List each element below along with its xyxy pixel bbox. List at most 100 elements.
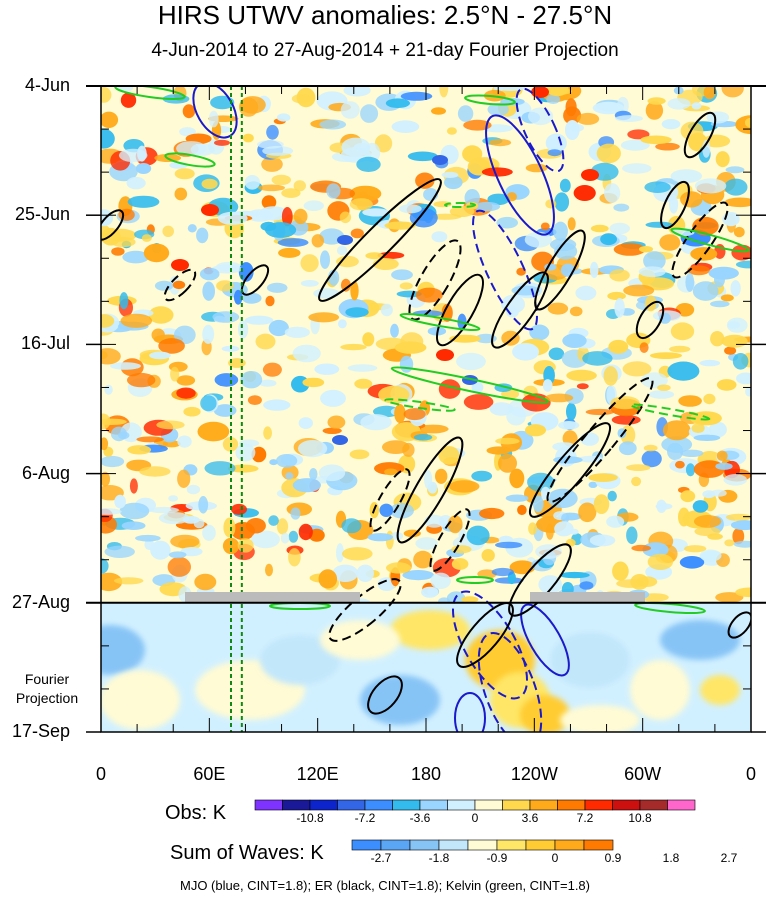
anomaly-cell — [182, 104, 196, 119]
anomaly-cell — [547, 149, 562, 157]
projection-label-line-1: Fourier — [24, 671, 70, 687]
anomaly-cell — [356, 564, 374, 582]
anomaly-cell — [506, 407, 526, 426]
anomaly-cell — [614, 298, 625, 318]
anomaly-cell — [588, 473, 618, 482]
anomaly-min — [332, 435, 348, 445]
anomaly-max — [201, 204, 219, 216]
anomaly-cell — [622, 163, 652, 174]
projection-cell — [360, 675, 440, 725]
anomaly-cell — [661, 119, 681, 130]
obs-colorbar-tick-label: 0 — [471, 811, 479, 825]
anomaly-cell — [463, 119, 492, 131]
anomaly-max — [581, 169, 599, 181]
waves-colorbar-tick-label: -1.8 — [428, 851, 450, 865]
anomaly-cell — [545, 199, 557, 209]
projection-cell — [320, 620, 400, 660]
anomaly-cell — [726, 317, 748, 333]
anomaly-cell — [498, 535, 513, 544]
anomaly-cell — [204, 461, 236, 476]
anomaly-max — [436, 349, 454, 361]
anomaly-cell — [435, 468, 448, 484]
mjo-contour — [454, 692, 486, 732]
anomaly-cell — [120, 92, 137, 108]
anomaly-cell — [384, 221, 416, 230]
anomaly-cell — [487, 193, 510, 205]
anomaly-cell — [562, 333, 587, 348]
anomaly-cell — [708, 266, 739, 280]
anomaly-cell — [631, 476, 642, 487]
anomaly-cell — [271, 174, 291, 186]
anomaly-cell — [409, 208, 438, 228]
x-tick-label: 60W — [624, 764, 662, 784]
anomaly-cell — [570, 124, 584, 132]
mjo-contour — [520, 603, 570, 677]
anomaly-cell — [662, 420, 691, 441]
anomaly-cell — [183, 406, 201, 417]
anomaly-cell — [645, 221, 674, 228]
anomaly-cell — [216, 280, 234, 292]
anomaly-cell — [735, 260, 751, 269]
anomaly-cell — [110, 362, 141, 370]
anomaly-cell — [596, 143, 621, 164]
anomaly-cell — [687, 265, 710, 276]
waves-colorbar-tick-label: -2.7 — [370, 851, 392, 865]
anomaly-cell — [332, 564, 359, 582]
anomaly-cell — [231, 503, 247, 515]
anomaly-cell — [110, 426, 127, 442]
er-contour — [508, 543, 572, 617]
anomaly-cell — [237, 538, 254, 553]
anomaly-cell — [233, 289, 243, 305]
anomaly-cell — [707, 533, 723, 540]
projection-cell — [101, 625, 145, 675]
anomaly-cell — [458, 529, 467, 540]
anomaly-cell — [685, 463, 696, 477]
anomaly-cell — [114, 577, 144, 585]
anomaly-cell — [394, 404, 406, 423]
anomaly-cell — [585, 408, 615, 416]
kelvin-contour — [384, 398, 456, 412]
mjo-contour — [515, 87, 565, 173]
anomaly-cell — [449, 206, 475, 217]
anomaly-cell — [670, 322, 695, 341]
anomaly-cell — [565, 98, 577, 117]
anomaly-cell — [592, 101, 624, 115]
anomaly-cell — [360, 414, 392, 431]
anomaly-cell — [643, 444, 658, 452]
anomaly-cell — [546, 86, 569, 97]
anomaly-cell — [391, 269, 413, 281]
anomaly-cell — [149, 351, 171, 360]
anomaly-cell — [174, 187, 188, 201]
er-contour — [429, 508, 471, 572]
anomaly-cell — [643, 251, 666, 271]
anomaly-cell — [644, 181, 671, 193]
anomaly-min — [337, 235, 353, 245]
anomaly-cell — [222, 537, 240, 555]
anomaly-cell — [139, 466, 171, 477]
anomaly-cell — [275, 454, 298, 468]
anomaly-cell — [382, 440, 410, 454]
anomaly-cell — [618, 441, 637, 456]
anomaly-cell — [641, 450, 662, 468]
anomaly-cell — [227, 464, 259, 473]
er-contour — [101, 209, 125, 241]
anomaly-cell — [489, 139, 512, 147]
mjo-contour — [477, 631, 543, 732]
anomaly-cell — [259, 379, 277, 387]
anomaly-cell — [177, 469, 191, 488]
anomaly-cell — [724, 346, 737, 355]
anomaly-cell — [261, 156, 283, 172]
y-tick-label: 25-Jun — [14, 204, 70, 225]
anomaly-cell — [269, 459, 278, 466]
er-contour — [683, 111, 717, 159]
anomaly-cell — [402, 570, 435, 581]
anomaly-cell — [386, 562, 411, 574]
anomaly-cell — [669, 345, 691, 353]
anomaly-cell — [263, 426, 272, 440]
anomaly-max — [531, 86, 549, 98]
anomaly-cell — [413, 434, 433, 441]
anomaly-cell — [148, 306, 174, 324]
anomaly-cell — [173, 325, 196, 345]
anomaly-cell — [298, 523, 313, 541]
anomaly-cell — [101, 129, 115, 149]
